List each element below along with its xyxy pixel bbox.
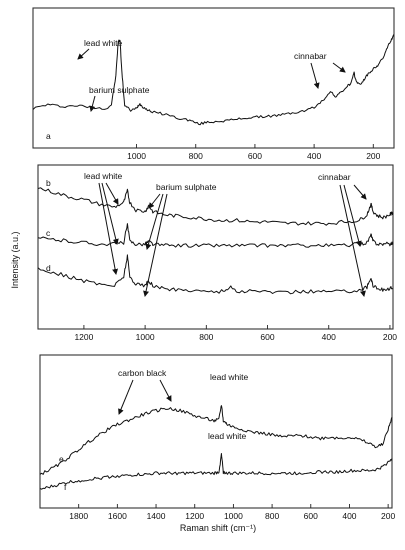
x-tick-label-0-4: 200 [366,151,380,161]
panel-middle-frame [37,164,394,330]
x-tick-label-0-3: 400 [307,151,321,161]
annotation-lead-white-f: lead white [208,431,247,441]
spectrum-b [37,187,394,226]
arrow-cinnabar-c [343,184,362,247]
x-tick-label-1-5: 200 [383,332,397,342]
x-tick-label-0-0: 1000 [127,151,146,161]
x-tick-label-1-1: 1000 [136,332,155,342]
arrow-carbon-black-2 [159,379,172,402]
x-tick-label-2-6: 600 [304,511,318,521]
x-tick-label-2-5: 800 [265,511,279,521]
arrow-carbon-black-1 [118,379,134,415]
spectrum-c [37,223,394,248]
trace-label-a: a [46,131,51,141]
trace-label-d: d [46,263,51,273]
arrow-barium-sulphate-a [89,95,96,112]
panel-top-frame [32,7,395,149]
arrow-barium-sulphate-c [145,193,164,250]
x-tick-label-1-3: 600 [260,332,274,342]
spectrum-a [32,34,394,126]
arrow-cinnabar-b [353,184,367,200]
x-tick-label-1-0: 1200 [74,332,93,342]
arrow-cinnabar-d [339,184,366,297]
annotation-lead-white-bcd: lead white [84,171,123,181]
x-tick-label-1-4: 400 [322,332,336,342]
x-tick-label-0-1: 800 [189,151,203,161]
spectrum-f [39,453,393,490]
annotation-carbon-black: carbon black [118,368,167,378]
annotation-cinnabar-a: cinnabar [294,51,327,61]
arrow-lead-white-a [77,48,90,60]
x-tick-label-0-2: 600 [248,151,262,161]
annotation-lead-white-e: lead white [210,372,249,382]
spectrum-e [39,405,393,475]
arrow-lead-white-d [98,182,119,275]
trace-label-b: b [46,178,51,188]
arrow-lead-white-c [101,182,119,245]
arrow-barium-sulphate-b [148,193,161,209]
x-axis-title: Raman shift (cm⁻¹) [180,523,256,533]
arrow-cinnabar-a-1 [310,62,320,89]
arrow-cinnabar-a-2 [332,62,346,73]
arrow-barium-sulphate-d [143,193,168,297]
annotation-cinnabar-bcd: cinnabar [318,172,351,182]
x-tick-label-2-7: 400 [342,511,356,521]
annotation-barium-sulphate-a: barium sulphate [89,85,150,95]
x-tick-label-2-1: 1600 [108,511,127,521]
x-tick-label-2-3: 1200 [185,511,204,521]
trace-label-c: c [46,228,51,238]
annotation-barium-sulphate-bcd: barium sulphate [156,182,217,192]
x-tick-label-2-4: 1000 [224,511,243,521]
x-tick-label-2-2: 1400 [147,511,166,521]
arrow-lead-white-b [105,182,119,205]
y-axis-title: Intensity (a.u.) [10,231,20,288]
trace-label-f: f [64,482,67,492]
annotation-lead-white-a: lead white [84,38,123,48]
x-tick-label-2-8: 200 [381,511,395,521]
trace-label-e: e [59,454,64,464]
spectrum-d [37,254,394,295]
x-tick-label-1-2: 800 [199,332,213,342]
x-tick-label-2-0: 1800 [69,511,88,521]
panel-bottom-frame [39,354,393,509]
